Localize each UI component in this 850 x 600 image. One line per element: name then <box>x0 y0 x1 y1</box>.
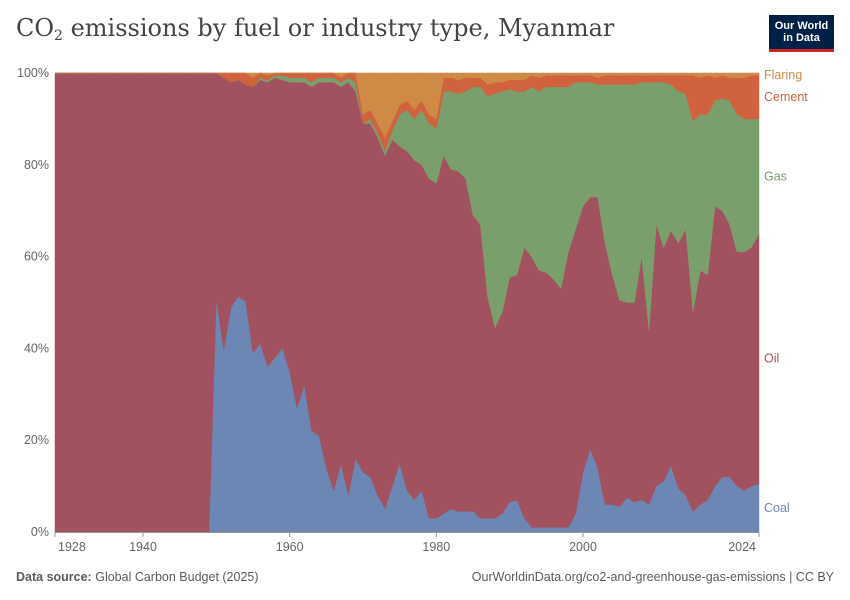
legend-label-flaring: Flaring <box>764 68 802 82</box>
x-tick-label: 1980 <box>422 540 450 554</box>
data-source-note: Data source: Global Carbon Budget (2025) <box>16 570 259 584</box>
y-tick-label: 40% <box>24 341 49 355</box>
x-tick-label: 2000 <box>569 540 597 554</box>
x-tick-label: 1960 <box>276 540 304 554</box>
owid-logo[interactable]: Our World in Data <box>769 15 834 52</box>
legend-label-cement: Cement <box>764 90 808 104</box>
x-tick-label: 1928 <box>58 540 86 554</box>
x-tick-label: 1940 <box>129 540 157 554</box>
y-tick-label: 100% <box>17 66 49 80</box>
y-tick-label: 20% <box>24 433 49 447</box>
y-tick-label: 80% <box>24 158 49 172</box>
area-flaring <box>55 72 760 138</box>
legend-label-gas: Gas <box>764 169 787 183</box>
y-tick-label: 0% <box>31 525 49 539</box>
title-subscript: 2 <box>54 28 63 44</box>
title-text-pre: CO <box>16 14 55 42</box>
source-url[interactable]: OurWorldinData.org/co2-and-greenhouse-ga… <box>471 570 834 584</box>
logo-line-2: in Data <box>783 32 820 44</box>
logo-line-1: Our World <box>774 20 829 32</box>
title-text-post: emissions by fuel or industry type, Myan… <box>62 14 615 42</box>
stacked-area-chart: 0% 20% 40% 60% 80% 100% 1928 1940 1960 1980 2000 20… <box>17 66 808 554</box>
legend-label-oil: Oil <box>764 352 779 366</box>
x-tick-label: 2024 <box>728 540 756 554</box>
data-source-label: Data source: <box>16 570 92 584</box>
legend-label-coal: Coal <box>764 501 790 515</box>
chart-title: CO2 emissions by fuel or industry type, … <box>16 14 614 44</box>
data-source-value[interactable]: Global Carbon Budget (2025) <box>95 570 259 584</box>
y-tick-label: 60% <box>24 250 49 264</box>
